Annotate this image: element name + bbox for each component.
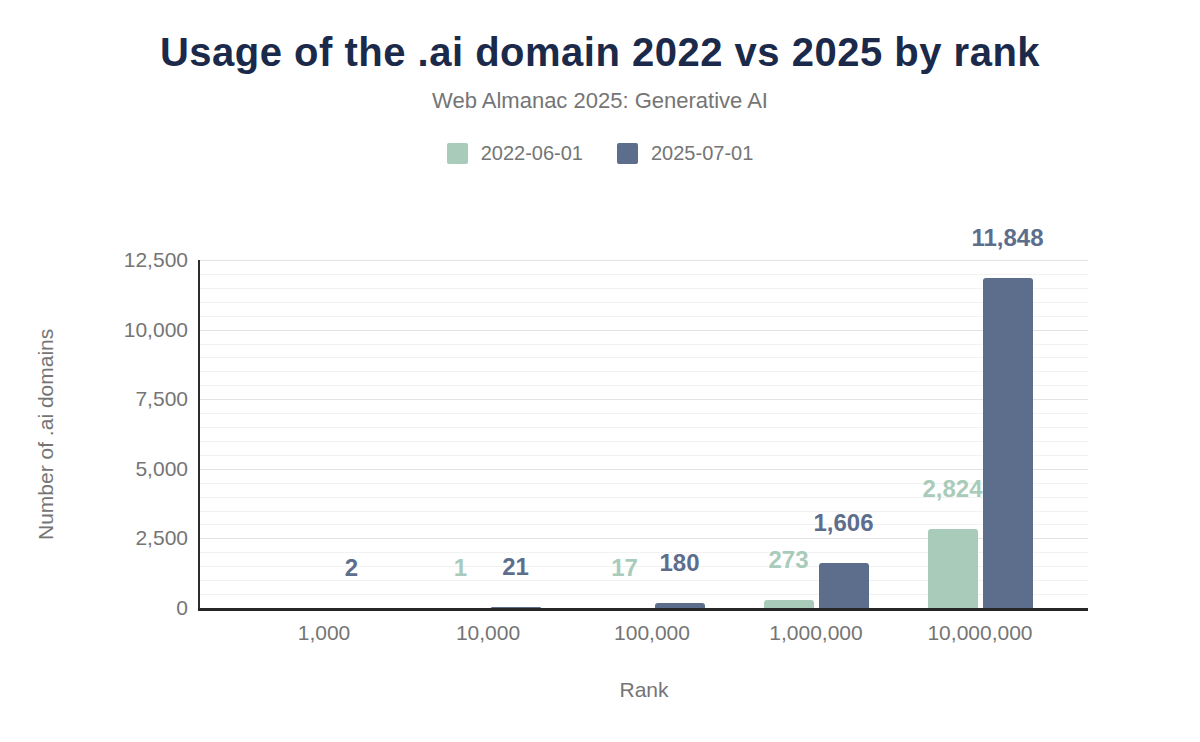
minor-gridline bbox=[200, 371, 1088, 372]
minor-gridline bbox=[200, 524, 1088, 525]
y-tick-label: 12,500 bbox=[0, 248, 188, 272]
major-gridline bbox=[200, 330, 1088, 331]
bar-value-label: 1,606 bbox=[734, 509, 954, 537]
minor-gridline bbox=[200, 413, 1088, 414]
legend-item-2022-06-01: 2022-06-01 bbox=[447, 142, 583, 165]
legend-swatch-icon bbox=[447, 143, 468, 164]
minor-gridline bbox=[200, 385, 1088, 386]
y-axis-line bbox=[198, 260, 200, 611]
minor-gridline bbox=[200, 344, 1088, 345]
legend-swatch-icon bbox=[617, 143, 638, 164]
major-gridline bbox=[200, 260, 1088, 261]
minor-gridline bbox=[200, 302, 1088, 303]
plot-area: 1172732,8242211801,60611,848 bbox=[200, 260, 1088, 608]
minor-gridline bbox=[200, 357, 1088, 358]
minor-gridline bbox=[200, 274, 1088, 275]
chart-title: Usage of the .ai domain 2022 vs 2025 by … bbox=[0, 30, 1200, 75]
y-tick-label: 2,500 bbox=[0, 526, 188, 550]
bar-value-label: 11,848 bbox=[898, 224, 1118, 252]
bar-2025-07-01-10,000,000 bbox=[983, 278, 1033, 608]
major-gridline bbox=[200, 469, 1088, 470]
legend-item-2025-07-01: 2025-07-01 bbox=[617, 142, 753, 165]
y-tick-label: 0 bbox=[0, 596, 188, 620]
major-gridline bbox=[200, 399, 1088, 400]
legend-label: 2025-07-01 bbox=[651, 142, 753, 165]
bar-value-label: 2,824 bbox=[843, 475, 1063, 503]
x-tick-label: 10,000,000 bbox=[870, 621, 1090, 645]
minor-gridline bbox=[200, 427, 1088, 428]
y-axis-title: Number of .ai domains bbox=[34, 260, 60, 608]
x-axis-title: Rank bbox=[200, 678, 1088, 702]
chart-subtitle: Web Almanac 2025: Generative AI bbox=[0, 88, 1200, 114]
minor-gridline bbox=[200, 455, 1088, 456]
minor-gridline bbox=[200, 511, 1088, 512]
minor-gridline bbox=[200, 288, 1088, 289]
y-tick-label: 10,000 bbox=[0, 318, 188, 342]
y-tick-label: 5,000 bbox=[0, 457, 188, 481]
legend: 2022-06-01 2025-07-01 bbox=[0, 142, 1200, 165]
bar-value-label: 180 bbox=[570, 549, 790, 577]
bar-2022-06-01-1,000,000 bbox=[764, 600, 814, 608]
legend-label: 2022-06-01 bbox=[481, 142, 583, 165]
chart-canvas: Usage of the .ai domain 2022 vs 2025 by … bbox=[0, 0, 1200, 742]
y-tick-label: 7,500 bbox=[0, 387, 188, 411]
minor-gridline bbox=[200, 441, 1088, 442]
x-axis-line bbox=[198, 608, 1088, 611]
minor-gridline bbox=[200, 316, 1088, 317]
bar-2022-06-01-10,000,000 bbox=[928, 529, 978, 608]
